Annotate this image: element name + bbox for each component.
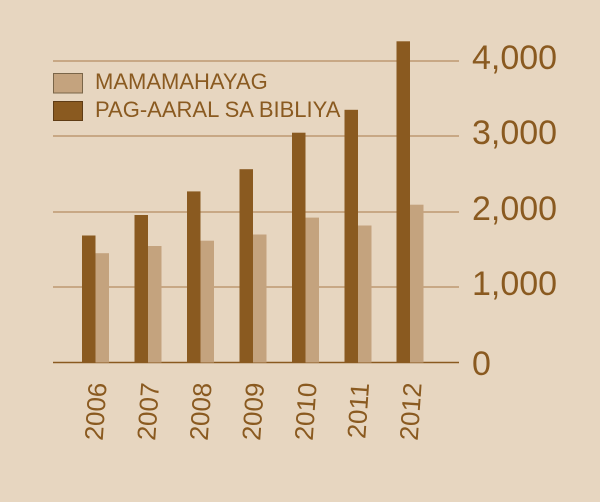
svg-text:2006: 2006 xyxy=(79,382,113,442)
svg-text:2,000: 2,000 xyxy=(472,190,557,228)
svg-text:MAMAMAHAYAG: MAMAMAHAYAG xyxy=(95,69,268,94)
svg-text:2007: 2007 xyxy=(131,382,165,442)
svg-text:0: 0 xyxy=(472,345,491,383)
svg-text:3,000: 3,000 xyxy=(472,114,557,152)
svg-text:2009: 2009 xyxy=(236,382,270,442)
svg-text:2010: 2010 xyxy=(289,382,323,442)
svg-text:2008: 2008 xyxy=(184,382,218,442)
svg-text:2011: 2011 xyxy=(341,382,375,440)
svg-text:1,000: 1,000 xyxy=(472,265,557,303)
svg-text:PAG-AARAL SA BIBLIYA: PAG-AARAL SA BIBLIYA xyxy=(95,97,341,122)
svg-text:2012: 2012 xyxy=(394,382,428,442)
svg-text:4,000: 4,000 xyxy=(472,39,557,77)
